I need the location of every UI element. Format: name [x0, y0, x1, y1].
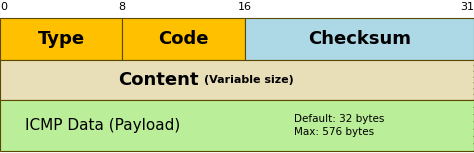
Text: 0: 0 — [0, 2, 7, 12]
Text: Type: Type — [37, 30, 85, 48]
Text: 16: 16 — [237, 2, 252, 12]
Text: Default: 32 bytes
Max: 576 bytes: Default: 32 bytes Max: 576 bytes — [294, 114, 384, 137]
Bar — [122, 18, 245, 60]
Bar — [0, 100, 474, 151]
Bar — [0, 60, 474, 100]
Text: Content: Content — [118, 71, 199, 89]
Text: ICMP Data (Payload): ICMP Data (Payload) — [25, 118, 180, 133]
Text: Checksum: Checksum — [308, 30, 411, 48]
Text: Code: Code — [158, 30, 209, 48]
Text: 8: 8 — [118, 2, 126, 12]
Text: 31: 31 — [460, 2, 474, 12]
Text: (Variable size): (Variable size) — [204, 75, 293, 85]
Bar — [0, 18, 122, 60]
Bar — [245, 18, 474, 60]
